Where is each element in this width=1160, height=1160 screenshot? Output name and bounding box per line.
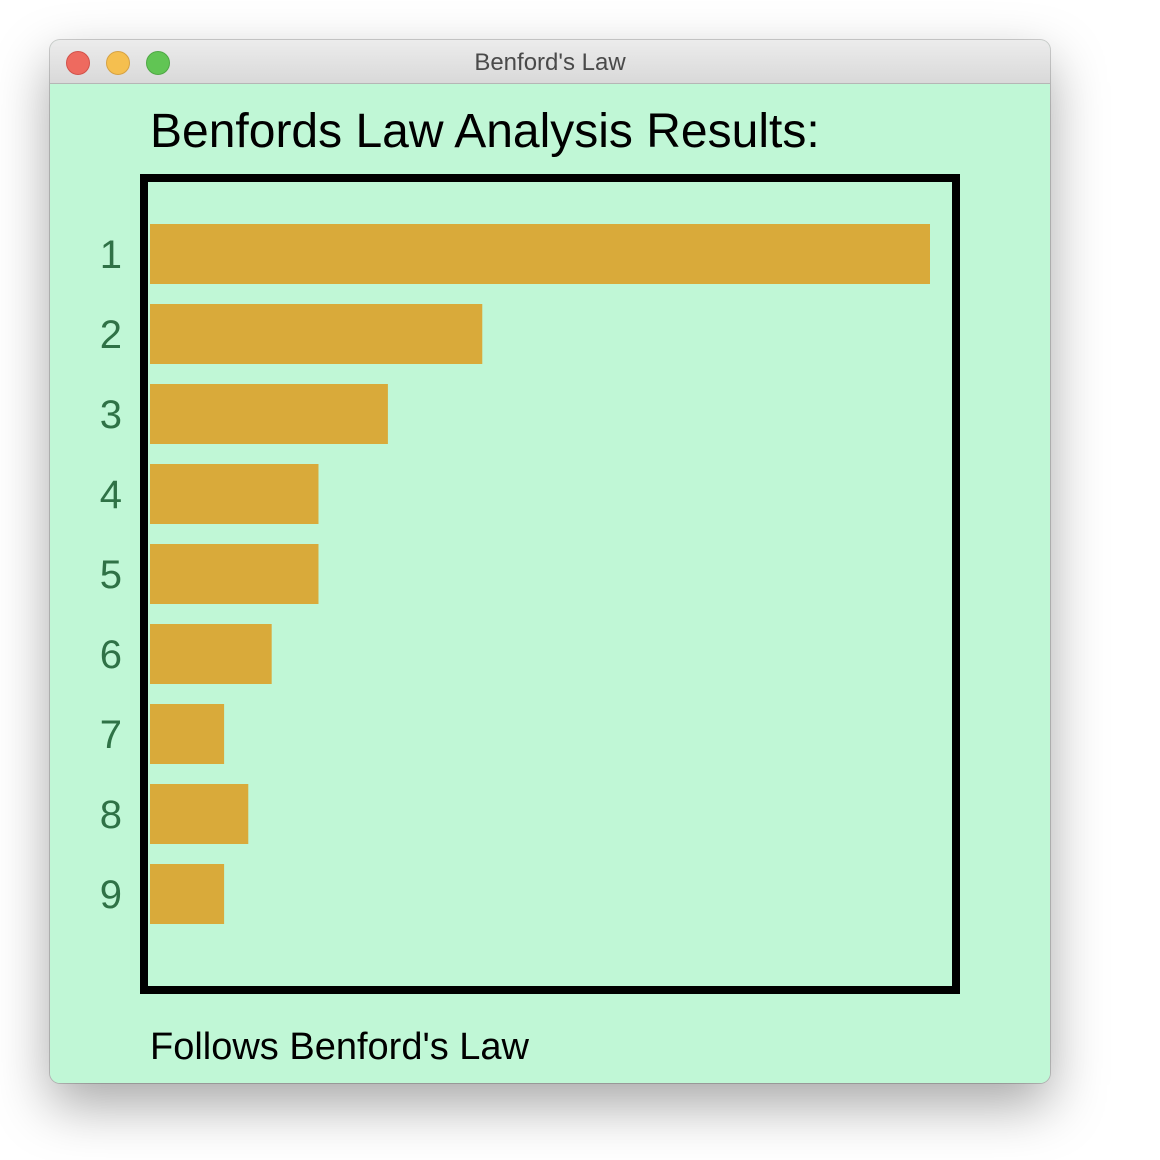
status-message: Follows Benford's Law [150,1026,529,1068]
digit-label-3: 3 [100,393,122,437]
content-area: Benfords Law Analysis Results: 1 2 3 4 5 6 7 8 9… [50,84,1050,1083]
benford-bar-chart: 1 2 3 4 5 6 7 8 9 [100,174,960,994]
zoom-window-button[interactable] [146,51,170,75]
bar-digit-9 [150,864,225,924]
page-title: Benfords Law Analysis Results: [150,105,820,158]
bar-digit-2 [150,304,483,364]
chart-frame [140,174,960,994]
bar-digit-7 [150,704,225,764]
bar-digit-5 [150,544,319,604]
minimize-window-button[interactable] [106,51,130,75]
digit-label-2: 2 [100,313,122,357]
digit-label-6: 6 [100,633,122,677]
digit-label-9: 9 [100,873,122,917]
close-window-button[interactable] [66,51,90,75]
digit-label-8: 8 [100,793,122,837]
title-bar[interactable]: Benford's Law [50,40,1050,84]
digit-label-7: 7 [100,713,122,757]
digit-label-5: 5 [100,553,122,597]
window-title: Benford's Law [474,49,626,76]
app-window: Benford's Law Benfords Law Analysis Resu… [50,40,1050,1083]
digit-label-1: 1 [100,233,122,277]
bar-digit-1 [150,224,930,284]
bar-digit-4 [150,464,319,524]
bar-digit-6 [150,624,272,684]
bar-digit-3 [150,384,388,444]
bar-digit-8 [150,784,249,844]
digit-label-4: 4 [100,473,122,517]
